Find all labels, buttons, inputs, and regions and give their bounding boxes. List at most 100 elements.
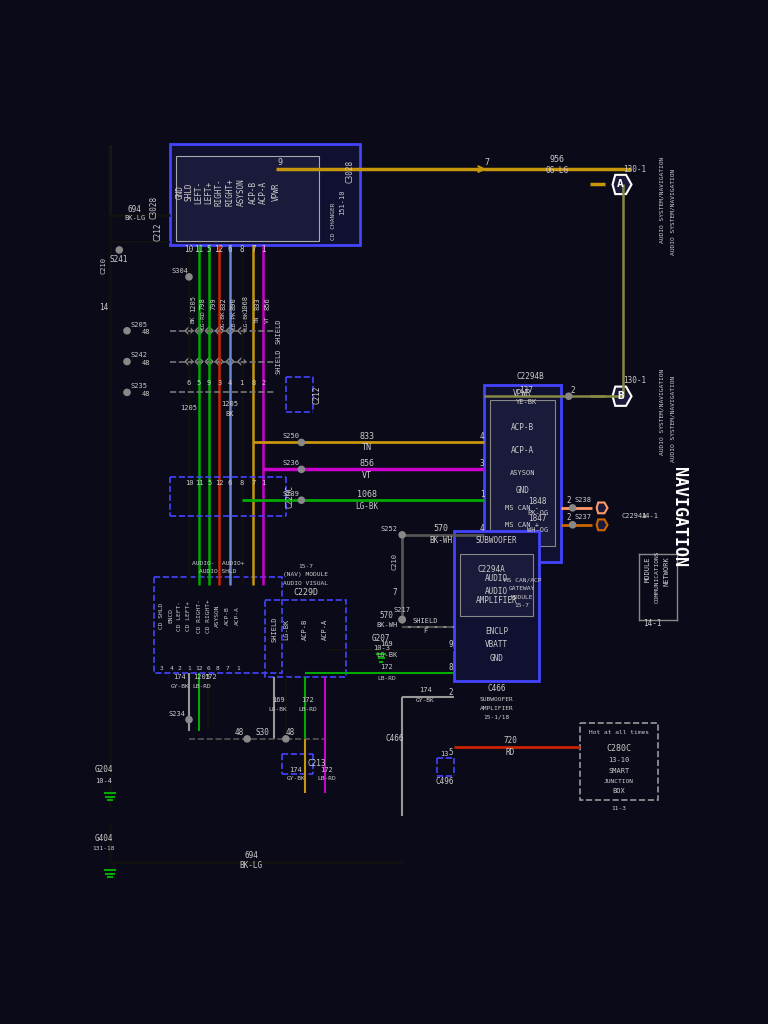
Text: GY-BK: GY-BK	[416, 698, 435, 702]
Text: 48: 48	[142, 360, 151, 367]
Text: ASYSON: ASYSON	[237, 178, 247, 206]
Text: 1205: 1205	[193, 674, 210, 680]
Text: LEFT+: LEFT+	[204, 180, 214, 204]
Text: 4: 4	[480, 432, 485, 440]
Text: LB-RD: LB-RD	[298, 708, 317, 712]
Text: 570: 570	[433, 524, 449, 534]
Text: C2294A: C2294A	[478, 565, 505, 574]
Text: 14-1: 14-1	[641, 513, 659, 518]
Bar	[265, 600, 346, 677]
Text: 1: 1	[261, 480, 266, 486]
Text: S236: S236	[283, 460, 300, 466]
Text: OG-LG: OG-LG	[545, 166, 568, 175]
Text: WH-OG: WH-OG	[527, 527, 548, 534]
Polygon shape	[613, 175, 631, 195]
Text: 1: 1	[480, 489, 485, 499]
Text: 7: 7	[251, 246, 256, 254]
Text: 1068: 1068	[243, 295, 249, 312]
Text: MS CAN/ACP: MS CAN/ACP	[504, 578, 541, 583]
Text: AUDIO SYSTEM/NAVIGATION: AUDIO SYSTEM/NAVIGATION	[659, 369, 664, 455]
Text: BK-LG: BK-LG	[124, 215, 145, 221]
Text: 174: 174	[174, 674, 186, 680]
Text: MODULE: MODULE	[645, 557, 650, 583]
Text: SHIELD: SHIELD	[275, 349, 281, 375]
Text: 856: 856	[264, 297, 270, 310]
Text: COMMUNICATIONS: COMMUNICATIONS	[654, 551, 660, 603]
Text: AMPLIFIER: AMPLIFIER	[480, 706, 514, 711]
Text: GND: GND	[175, 185, 184, 199]
Text: 4: 4	[228, 380, 232, 386]
Polygon shape	[597, 519, 607, 530]
Text: ACP-A: ACP-A	[322, 618, 328, 640]
Text: S304: S304	[171, 268, 188, 274]
Text: 956: 956	[550, 156, 564, 164]
Text: 5: 5	[449, 749, 453, 757]
Text: MS CAN -: MS CAN -	[505, 505, 539, 511]
Text: S242: S242	[130, 352, 147, 358]
Text: 15-1/18: 15-1/18	[484, 714, 510, 719]
Text: ACP-A: ACP-A	[235, 606, 240, 625]
Text: CD RIGHT-: CD RIGHT-	[197, 599, 201, 633]
Text: 570: 570	[379, 611, 393, 621]
Text: BK-WH: BK-WH	[429, 536, 452, 545]
Text: S205: S205	[130, 322, 147, 328]
Text: 174: 174	[290, 767, 303, 773]
Text: 1205: 1205	[222, 401, 239, 407]
Text: 3: 3	[160, 667, 164, 672]
Text: YE-BK: YE-BK	[515, 399, 537, 406]
Text: ACP-B: ACP-B	[225, 606, 230, 625]
Text: 12: 12	[215, 480, 223, 486]
Text: GND: GND	[515, 486, 529, 496]
Polygon shape	[613, 387, 631, 406]
Text: AUDIO SHLD: AUDIO SHLD	[200, 568, 237, 573]
Text: 9: 9	[277, 159, 282, 167]
Text: 172: 172	[204, 674, 217, 680]
Text: 833: 833	[254, 297, 260, 310]
Text: CD RIGHT+: CD RIGHT+	[206, 599, 211, 633]
Text: 832: 832	[220, 297, 226, 310]
Text: 8: 8	[216, 667, 220, 672]
Text: (NAV) MODULE: (NAV) MODULE	[283, 572, 328, 578]
Text: 174: 174	[419, 687, 432, 693]
Text: 8: 8	[240, 246, 244, 254]
Text: 6: 6	[187, 380, 191, 386]
Text: ACP-A: ACP-A	[511, 445, 534, 455]
Text: ACP-B: ACP-B	[249, 180, 258, 204]
Text: MS CAN +: MS CAN +	[505, 522, 539, 527]
Polygon shape	[597, 503, 607, 513]
Text: GATEWAY: GATEWAY	[509, 586, 535, 591]
Text: GND: GND	[490, 654, 504, 664]
Text: C210: C210	[101, 257, 107, 273]
Text: JUNCTION: JUNCTION	[604, 778, 634, 783]
Text: ENCD: ENCD	[169, 608, 174, 624]
Text: AMPLIFIER: AMPLIFIER	[476, 596, 518, 605]
Text: SHIELD: SHIELD	[275, 318, 281, 343]
Text: 12: 12	[195, 667, 203, 672]
Text: AUDIO: AUDIO	[485, 574, 508, 584]
Text: 10-3: 10-3	[372, 645, 389, 651]
Text: SHIELD: SHIELD	[412, 618, 438, 624]
Text: 8: 8	[449, 663, 453, 672]
Text: VBATT: VBATT	[485, 640, 508, 649]
Circle shape	[298, 497, 304, 503]
Text: 2: 2	[178, 667, 181, 672]
Circle shape	[399, 531, 406, 538]
Text: 5: 5	[207, 246, 211, 254]
Text: 1: 1	[261, 246, 266, 254]
Text: GY-BK: GY-BK	[170, 684, 189, 689]
Text: ACP-A: ACP-A	[259, 180, 268, 204]
Bar	[484, 385, 561, 562]
Circle shape	[244, 736, 250, 742]
Text: SUBWOOFER: SUBWOOFER	[480, 697, 514, 702]
Text: AUDIO SYSTEM/NAVIGATION: AUDIO SYSTEM/NAVIGATION	[671, 168, 676, 255]
Text: 1847: 1847	[528, 514, 547, 523]
Bar	[154, 578, 282, 674]
Circle shape	[116, 247, 122, 253]
Text: VPWR: VPWR	[513, 389, 531, 398]
Text: C213: C213	[308, 759, 326, 768]
Text: C496: C496	[435, 777, 454, 785]
Text: VPWR: VPWR	[271, 183, 280, 202]
Text: 1205: 1205	[180, 404, 197, 411]
Text: LG-BK: LG-BK	[283, 618, 289, 640]
Text: 10-4: 10-4	[95, 778, 112, 784]
